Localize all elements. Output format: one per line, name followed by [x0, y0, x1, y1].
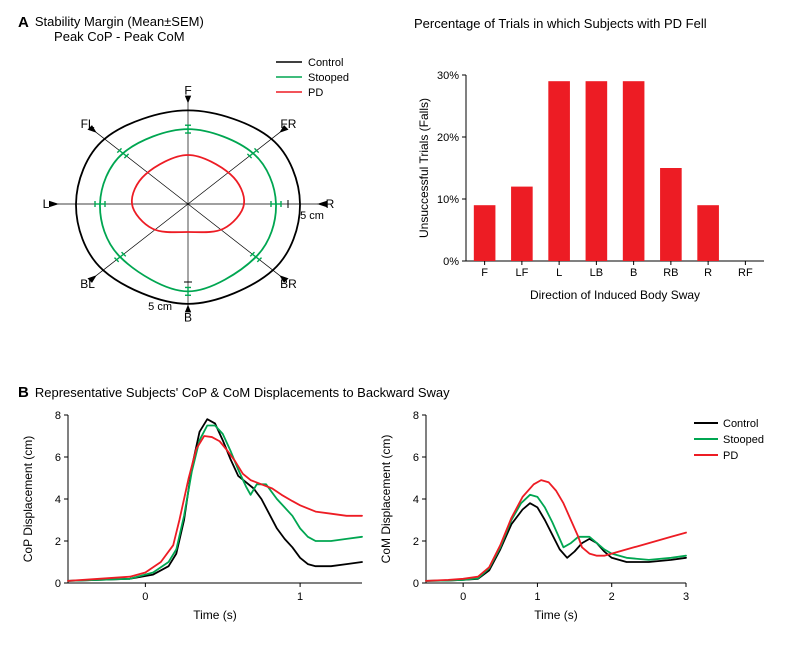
- svg-text:B: B: [184, 310, 192, 324]
- svg-text:RB: RB: [663, 267, 678, 279]
- panel-b-title: Representative Subjects' CoP & CoM Displ…: [35, 385, 450, 400]
- svg-text:8: 8: [413, 410, 419, 422]
- svg-text:Time (s): Time (s): [534, 608, 578, 622]
- svg-text:10%: 10%: [437, 194, 459, 206]
- svg-text:Stooped: Stooped: [723, 434, 764, 446]
- panel-a-title-left: Stability Margin (Mean±SEM): [35, 14, 204, 29]
- svg-text:2: 2: [55, 536, 61, 548]
- svg-text:Stooped: Stooped: [308, 72, 349, 84]
- svg-text:PD: PD: [723, 450, 738, 462]
- svg-text:PD: PD: [308, 87, 323, 99]
- panel-b: B Representative Subjects' CoP & CoM Dis…: [18, 384, 774, 625]
- polar-plot: ControlStoopedPDFFRRBRBBLLFL5 cm5 cm: [18, 44, 398, 339]
- svg-text:0: 0: [413, 578, 419, 590]
- svg-text:4: 4: [55, 494, 61, 506]
- svg-text:CoM Displacement (cm): CoM Displacement (cm): [379, 435, 393, 564]
- svg-text:8: 8: [55, 410, 61, 422]
- panel-a-title-right: Percentage of Trials in which Subjects w…: [414, 16, 774, 31]
- svg-text:Unsuccessful Trials (Falls): Unsuccessful Trials (Falls): [417, 98, 431, 238]
- svg-text:Time (s): Time (s): [193, 608, 237, 622]
- svg-text:CoP Displacement (cm): CoP Displacement (cm): [21, 436, 35, 562]
- svg-text:30%: 30%: [437, 70, 459, 82]
- svg-text:5 cm: 5 cm: [300, 210, 324, 222]
- svg-text:0: 0: [460, 591, 466, 603]
- com-line-chart: 0 2 4 6 8 0 1 2 3 CoM Displacement (cm) Time (s) Co…: [376, 405, 774, 625]
- svg-text:B: B: [630, 267, 637, 279]
- svg-text:Direction of Induced Body Sway: Direction of Induced Body Sway: [530, 288, 700, 302]
- svg-text:1: 1: [534, 591, 540, 603]
- svg-text:Control: Control: [308, 57, 343, 69]
- cop-line-chart: 0 2 4 6 8 0 1 CoP Displacement (cm) Time (s): [18, 405, 376, 625]
- bar-chart: 0% 10% 20% 30% F LF L LB B RB R RF Unsuccessful Tria…: [414, 67, 774, 307]
- svg-text:5 cm: 5 cm: [148, 301, 172, 313]
- svg-text:4: 4: [413, 494, 419, 506]
- svg-text:2: 2: [609, 591, 615, 603]
- svg-text:LB: LB: [590, 267, 603, 279]
- figure-root: A Stability Margin (Mean±SEM) Peak CoP -…: [0, 0, 790, 671]
- svg-text:L: L: [43, 197, 50, 211]
- panel-b-label: B: [18, 384, 29, 401]
- svg-text:F: F: [481, 267, 488, 279]
- panel-a-row: A Stability Margin (Mean±SEM) Peak CoP -…: [18, 14, 774, 344]
- svg-text:20%: 20%: [437, 132, 459, 144]
- svg-text:L: L: [556, 267, 562, 279]
- panel-a-right: Percentage of Trials in which Subjects w…: [414, 14, 774, 312]
- svg-text:1: 1: [297, 591, 303, 603]
- svg-text:6: 6: [55, 452, 61, 464]
- panel-a-subtitle-left: Peak CoP - Peak CoM: [35, 29, 204, 44]
- svg-text:0: 0: [55, 578, 61, 590]
- panel-a-label: A: [18, 14, 29, 31]
- svg-text:6: 6: [413, 452, 419, 464]
- svg-text:F: F: [184, 84, 191, 98]
- svg-text:R: R: [704, 267, 712, 279]
- svg-text:3: 3: [683, 591, 689, 603]
- svg-text:LF: LF: [515, 267, 528, 279]
- svg-text:RF: RF: [738, 267, 753, 279]
- svg-text:R: R: [326, 197, 335, 211]
- svg-text:Control: Control: [723, 418, 758, 430]
- panel-a-left: A Stability Margin (Mean±SEM) Peak CoP -…: [18, 14, 398, 344]
- svg-text:0: 0: [142, 591, 148, 603]
- svg-text:2: 2: [413, 536, 419, 548]
- svg-text:0%: 0%: [443, 256, 459, 268]
